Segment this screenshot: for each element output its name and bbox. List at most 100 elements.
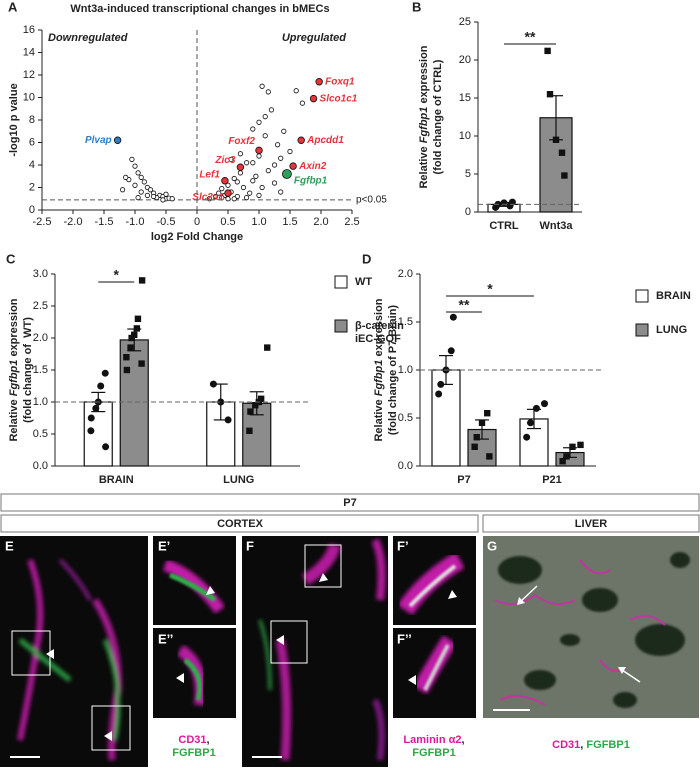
gene-label: Slc2a1 xyxy=(192,192,224,203)
gene-label: Slco1c1 xyxy=(320,93,358,104)
point xyxy=(135,195,141,201)
data-point xyxy=(569,443,576,450)
legend-label: BRAIN xyxy=(656,290,691,302)
y-tick-label: 16 xyxy=(23,24,35,36)
point xyxy=(250,178,256,184)
point xyxy=(250,160,256,166)
point xyxy=(138,189,144,195)
data-point xyxy=(532,404,540,412)
point xyxy=(278,155,284,161)
point xyxy=(132,163,138,169)
data-point xyxy=(257,395,265,402)
data-point xyxy=(544,47,551,55)
panel-label: E’ xyxy=(158,538,170,553)
highlight-point xyxy=(113,136,122,144)
y-axis-title: -log10 p value xyxy=(8,83,20,156)
x-tick-label: 2.5 xyxy=(344,216,359,228)
section-label: LIVER xyxy=(575,518,607,530)
section-label: CORTEX xyxy=(217,518,264,530)
y-tick-label: 8 xyxy=(29,114,35,126)
data-point xyxy=(264,344,271,351)
y-tick-label: 0 xyxy=(465,206,471,218)
highlight-point xyxy=(255,146,263,155)
highlight-point xyxy=(221,177,229,185)
section-box xyxy=(0,514,479,533)
legend-swatch xyxy=(334,319,348,333)
y-axis-title-part: expression xyxy=(373,298,385,359)
micrograph-f-inset xyxy=(393,536,476,718)
bar xyxy=(83,401,113,467)
y-axis-title-part: Fgfbp1 xyxy=(8,360,20,397)
point xyxy=(231,196,237,202)
micrograph-e xyxy=(0,536,148,767)
data-point xyxy=(471,443,478,450)
point xyxy=(151,193,157,200)
data-point xyxy=(563,453,570,460)
point xyxy=(281,128,287,134)
y-axis-title: (fold change of P7 Brain) xyxy=(387,305,399,436)
gene-label: Foxq1 xyxy=(325,76,355,87)
panel-label: E xyxy=(5,538,14,553)
x-tick-label: Wnt3a xyxy=(540,220,574,232)
panel-label: F’ xyxy=(397,538,409,553)
caption-part: Laminin α2 xyxy=(403,734,461,746)
y-axis-title-part: Relative xyxy=(418,143,430,188)
gene-label: Axin2 xyxy=(298,161,327,172)
point xyxy=(268,107,274,113)
annotation: Upregulated xyxy=(282,32,346,44)
caption-part: CD31 xyxy=(178,734,206,746)
gene-label: Lef1 xyxy=(199,169,220,180)
caption: CD31, FGFBP1 xyxy=(552,739,630,751)
micrograph-f xyxy=(242,536,388,767)
bar xyxy=(519,418,549,467)
point xyxy=(123,174,129,180)
data-point xyxy=(435,390,443,398)
data-point xyxy=(217,398,225,406)
micrograph-g xyxy=(483,536,699,718)
threshold-label: p<0.05 xyxy=(356,195,387,206)
data-point xyxy=(127,344,134,351)
y-tick-label: 1.5 xyxy=(398,316,413,328)
point xyxy=(228,156,234,162)
point xyxy=(231,175,237,182)
data-point xyxy=(552,136,560,143)
point xyxy=(256,192,262,198)
panel-label: A xyxy=(8,0,18,14)
caption: FGFBP1 xyxy=(412,747,455,759)
y-tick-label: 1.0 xyxy=(398,364,413,376)
data-point xyxy=(473,434,480,441)
point xyxy=(244,160,250,166)
point xyxy=(256,119,262,125)
data-point xyxy=(224,416,232,424)
panel-label: G xyxy=(487,538,497,553)
point xyxy=(262,133,268,139)
x-tick-label: 1.5 xyxy=(282,216,297,228)
x-tick-label: -1.0 xyxy=(126,216,145,228)
point xyxy=(265,89,271,95)
data-point xyxy=(478,419,486,426)
point xyxy=(262,114,268,120)
header-label: P7 xyxy=(343,497,356,509)
y-axis-title: Relative Fgfbp1 expression xyxy=(8,298,20,441)
point xyxy=(132,182,138,188)
caption: Laminin α2, xyxy=(403,734,464,746)
legend-label: WT xyxy=(355,276,372,288)
annotation: Downregulated xyxy=(48,32,128,44)
x-tick-label: 0.5 xyxy=(220,216,235,228)
gene-label: Plvap xyxy=(85,135,112,146)
point xyxy=(287,148,293,155)
panel-label: D xyxy=(362,251,371,266)
y-axis-title-part: Fgfbp1 xyxy=(418,107,430,144)
significance-label: * xyxy=(487,281,493,297)
gene-label: Apcdd1 xyxy=(306,135,344,146)
section-box xyxy=(482,514,700,533)
caption-part: , xyxy=(462,734,465,746)
x-axis-title: log2 Fold Change xyxy=(151,231,243,243)
highlight-point xyxy=(224,189,232,197)
x-tick-label: 0 xyxy=(194,216,200,228)
data-point xyxy=(123,354,130,361)
legend-swatch xyxy=(635,323,649,337)
point xyxy=(225,196,231,202)
y-tick-label: 0.0 xyxy=(33,460,48,472)
gene-label: Zic3 xyxy=(214,155,235,166)
